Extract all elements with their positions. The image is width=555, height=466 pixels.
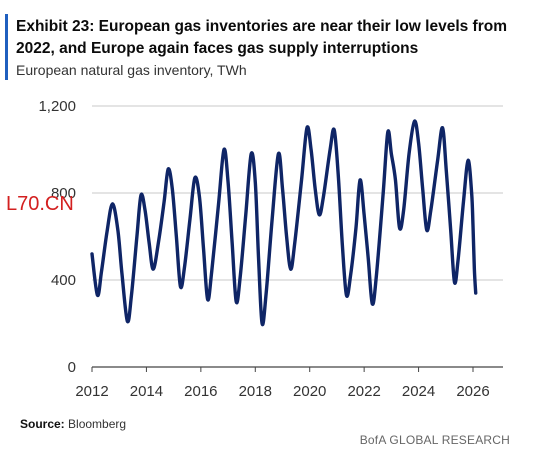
- title-accent-bar: [5, 14, 8, 80]
- y-tick-label: 1,200: [38, 98, 76, 115]
- chart-title: Exhibit 23: European gas inventories are…: [16, 18, 507, 57]
- source-label: Source:: [20, 417, 65, 431]
- x-tick-label: 2026: [456, 383, 489, 400]
- y-tick-label: 800: [51, 185, 76, 202]
- y-tick-label: 0: [68, 359, 76, 376]
- y-tick-label: 400: [51, 272, 76, 289]
- x-tick-label: 2024: [402, 383, 435, 400]
- x-tick-label: 2014: [130, 383, 163, 400]
- source-note: Source: Bloomberg: [20, 417, 126, 431]
- x-axis: 2012 2014 2016 2018 2020 2022 2024 2026: [75, 367, 490, 400]
- watermark-text: L70.CN: [6, 193, 74, 215]
- x-tick-label: 2016: [184, 383, 217, 400]
- x-tick-label: 2020: [293, 383, 326, 400]
- series-layer: [90, 119, 478, 327]
- x-tick-label: 2012: [75, 383, 108, 400]
- x-tick-label: 2022: [347, 383, 380, 400]
- gas-inventory-line: [90, 119, 478, 327]
- brand-credit: BofA GLOBAL RESEARCH: [359, 433, 510, 447]
- source-value: Bloomberg: [68, 417, 127, 431]
- x-tick-label: 2018: [239, 383, 272, 400]
- chart-subtitle: European natural gas inventory, TWh: [16, 62, 247, 78]
